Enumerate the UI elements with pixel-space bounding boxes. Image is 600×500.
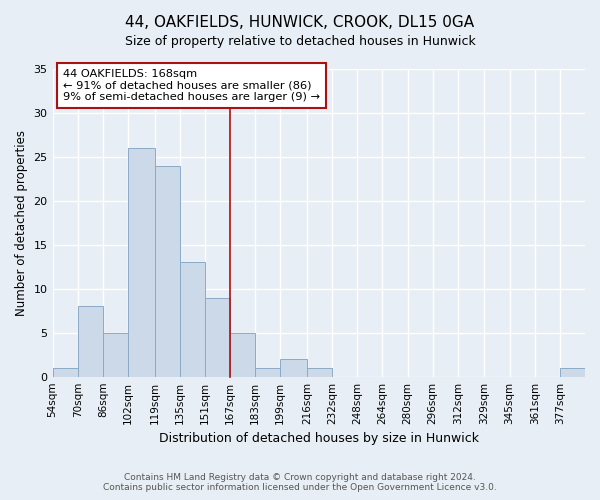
Text: 44, OAKFIELDS, HUNWICK, CROOK, DL15 0GA: 44, OAKFIELDS, HUNWICK, CROOK, DL15 0GA — [125, 15, 475, 30]
Bar — [155, 166, 180, 376]
Bar — [230, 332, 255, 376]
Text: Size of property relative to detached houses in Hunwick: Size of property relative to detached ho… — [125, 35, 475, 48]
Bar — [53, 368, 77, 376]
Bar — [103, 332, 128, 376]
Bar — [560, 368, 585, 376]
Bar — [280, 359, 307, 376]
Bar — [205, 298, 230, 376]
Y-axis label: Number of detached properties: Number of detached properties — [15, 130, 28, 316]
Text: Contains HM Land Registry data © Crown copyright and database right 2024.
Contai: Contains HM Land Registry data © Crown c… — [103, 473, 497, 492]
Bar — [128, 148, 155, 376]
Bar — [180, 262, 205, 376]
Bar — [77, 306, 103, 376]
Bar — [307, 368, 332, 376]
Bar — [255, 368, 280, 376]
X-axis label: Distribution of detached houses by size in Hunwick: Distribution of detached houses by size … — [159, 432, 479, 445]
Text: 44 OAKFIELDS: 168sqm
← 91% of detached houses are smaller (86)
9% of semi-detach: 44 OAKFIELDS: 168sqm ← 91% of detached h… — [63, 69, 320, 102]
